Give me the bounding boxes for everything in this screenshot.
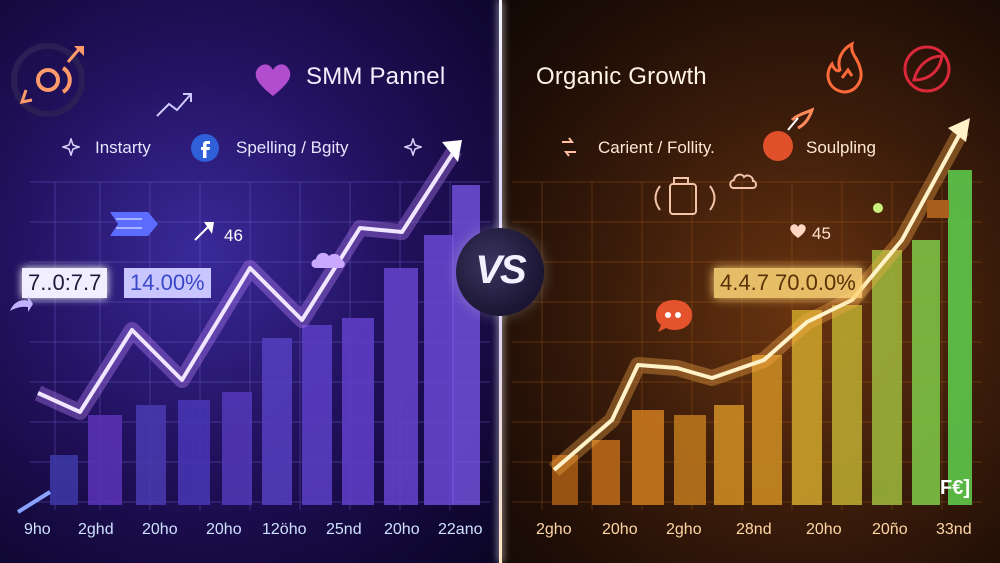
bar	[632, 410, 664, 505]
x-tick: 2gho	[536, 521, 572, 538]
smm-panel-side: SMM Pannel Instarty Spelling / Bgity 46 …	[0, 0, 500, 563]
bar	[302, 325, 332, 505]
left-trend-arrowhead	[442, 140, 462, 162]
right-trend-arrowhead	[948, 118, 970, 142]
bar	[592, 440, 620, 505]
x-tick: 33nd	[936, 521, 972, 538]
growth-logo-icon	[11, 43, 85, 117]
right-feature-2: Soulpling	[806, 138, 876, 157]
bar	[136, 405, 166, 505]
x-tick: 20ño	[872, 521, 908, 538]
x-tick: 9ho	[24, 521, 51, 538]
x-tick: 20ho	[806, 521, 842, 538]
left-title: SMM Pannel	[306, 63, 446, 90]
pen-icon	[16, 490, 52, 514]
bar	[222, 392, 252, 505]
bar	[552, 455, 578, 505]
x-tick: 2ghd	[78, 521, 114, 538]
heart-small-icon	[790, 224, 806, 238]
left-grid	[30, 140, 490, 510]
right-bars	[552, 170, 972, 505]
trend-arrow-icon	[156, 93, 192, 117]
bar	[262, 338, 292, 505]
bar	[88, 415, 122, 505]
megaphone-icon	[654, 177, 716, 215]
heart-icon	[255, 64, 291, 96]
bar	[714, 405, 744, 505]
left-trend-line	[37, 148, 457, 414]
bar	[832, 305, 862, 505]
x-tick: 12öho	[262, 521, 307, 538]
sparkle-icon	[62, 138, 80, 156]
svg-text:F€]: F€]	[940, 477, 970, 499]
dollar-tag-icon: F€]	[940, 477, 970, 499]
right-trend-line	[552, 129, 964, 472]
x-tick: 28nd	[736, 521, 772, 538]
cloud-icon	[311, 252, 345, 268]
bar	[872, 250, 902, 505]
bar	[452, 185, 480, 505]
right-grid	[512, 118, 982, 510]
bar	[50, 455, 78, 505]
vs-label: VS	[475, 248, 526, 292]
organic-growth-side: Organic Growth Carient / Follity. Soulpl…	[502, 0, 1000, 563]
facebook-icon	[191, 134, 219, 162]
x-tick: 25nd	[326, 521, 362, 538]
cloud-icon	[729, 173, 757, 189]
vs-badge: VS	[456, 228, 544, 316]
right-value-primary: 4.4.7 70.0.0%	[714, 268, 862, 298]
flame-icon	[826, 41, 863, 94]
left-annotation: 46	[224, 226, 243, 245]
left-bars	[50, 185, 480, 505]
bar	[752, 355, 782, 505]
x-tick: 22ano	[438, 521, 483, 538]
x-tick: 20ho	[602, 521, 638, 538]
bar	[342, 318, 374, 505]
chat-icon	[656, 300, 692, 332]
right-annotation: 45	[812, 224, 831, 243]
swap-icon	[562, 137, 576, 157]
bar	[178, 400, 210, 505]
leaf-icon	[903, 45, 951, 93]
left-feature-2: Spelling / Bgity	[236, 138, 349, 157]
left-value-secondary: 14.00%	[124, 268, 211, 298]
right-feature-1: Carient / Follity.	[598, 138, 715, 157]
bar	[674, 415, 706, 505]
flag-icon	[110, 212, 158, 236]
bar	[424, 235, 454, 505]
left-value-primary: 7..0:7.7	[22, 268, 108, 298]
x-tick: 2gho	[666, 521, 702, 538]
sparkle-icon	[404, 138, 422, 156]
bar	[912, 240, 940, 505]
right-title: Organic Growth	[536, 63, 707, 90]
rocket-icon	[763, 107, 814, 161]
x-tick: 20ho	[384, 521, 420, 538]
x-tick: 20ho	[206, 521, 242, 538]
left-feature-1: Instarty	[95, 138, 151, 157]
share-icon	[10, 296, 33, 312]
bar	[792, 310, 822, 505]
bar	[384, 268, 418, 505]
bar	[948, 170, 972, 505]
x-tick: 20ho	[142, 521, 178, 538]
